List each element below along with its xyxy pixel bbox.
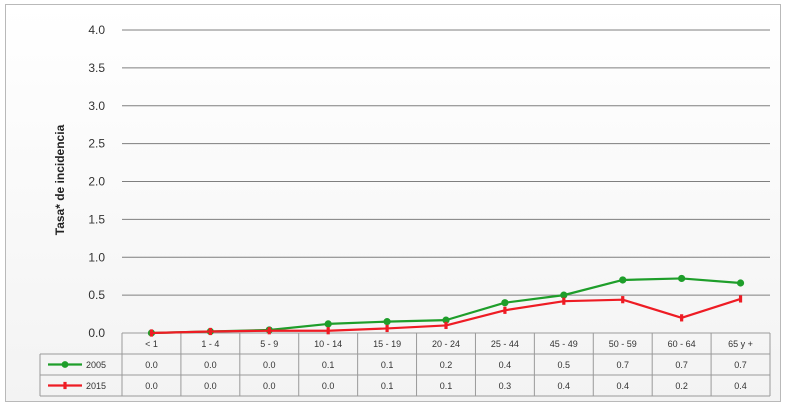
table-cell-2015: 0.0 — [322, 381, 335, 391]
table-cell-2015: 0.3 — [499, 381, 512, 391]
table-cell-2015: 0.4 — [558, 381, 571, 391]
data-point-2015 — [444, 321, 448, 330]
table-cell-2015: 0.1 — [381, 381, 394, 391]
table-cell-2005: 0.0 — [204, 360, 217, 370]
data-point-2005 — [383, 318, 391, 326]
chart-frame — [5, 4, 781, 402]
x-tick-label: 65 y + — [728, 339, 753, 349]
y-tick-label: 0.5 — [88, 288, 105, 302]
legend-marker-2005 — [61, 361, 69, 368]
table-cell-2005: 0.7 — [616, 360, 629, 370]
x-tick-label: 45 - 49 — [550, 339, 578, 349]
data-point-2005 — [324, 320, 332, 328]
y-tick-label: 4.0 — [88, 23, 105, 37]
y-tick-label: 1.5 — [88, 212, 105, 226]
x-tick-label: 60 - 64 — [668, 339, 696, 349]
data-point-2005 — [619, 276, 627, 284]
x-tick-label: 10 - 14 — [314, 339, 342, 349]
table-cell-2005: 0.5 — [558, 360, 571, 370]
table-cell-2015: 0.0 — [263, 381, 276, 391]
table-cell-2015: 0.0 — [204, 381, 217, 391]
table-cell-2005: 0.4 — [499, 360, 512, 370]
x-tick-label: < 1 — [145, 339, 158, 349]
x-tick-label: 5 - 9 — [260, 339, 278, 349]
table-cell-2005: 0.7 — [734, 360, 747, 370]
x-tick-label: 15 - 19 — [373, 339, 401, 349]
x-tick-label: 50 - 59 — [609, 339, 637, 349]
table-cell-2005: 0.7 — [675, 360, 688, 370]
x-tick-label: 20 - 24 — [432, 339, 460, 349]
data-point-2005 — [736, 279, 745, 287]
table-cell-2015: 0.0 — [145, 381, 158, 391]
y-tick-label: 1.0 — [88, 250, 105, 264]
data-point-2015 — [562, 297, 566, 305]
table-cell-2005: 0.1 — [381, 360, 394, 370]
table-cell-2005: 0.0 — [263, 360, 276, 370]
legend-label-2005: 2005 — [86, 360, 106, 370]
legend-label-2015: 2015 — [86, 381, 106, 391]
y-tick-label: 0.0 — [88, 326, 105, 340]
data-point-2005 — [678, 274, 686, 283]
x-tick-label: 1 - 4 — [201, 339, 219, 349]
table-cell-2015: 0.1 — [440, 381, 453, 391]
data-point-2015 — [385, 324, 389, 333]
data-point-2015 — [680, 314, 684, 322]
y-tick-label: 3.5 — [88, 61, 105, 75]
table-cell-2005: 0.2 — [440, 360, 453, 370]
data-point-2015 — [149, 329, 154, 337]
y-tick-label: 2.0 — [88, 175, 105, 189]
data-point-2015 — [503, 306, 507, 314]
data-point-2015 — [208, 327, 212, 336]
y-tick-label: 3.0 — [88, 99, 105, 113]
table-cell-2015: 0.2 — [675, 381, 688, 391]
table-cell-2015: 0.4 — [734, 381, 747, 391]
y-axis-label: Tasa* de incidencia — [53, 124, 67, 235]
data-point-2005 — [442, 316, 450, 324]
table-cell-2005: 0.1 — [322, 360, 335, 370]
data-point-2005 — [501, 299, 509, 307]
table-cell-2005: 0.0 — [145, 360, 158, 370]
data-point-2015 — [621, 296, 625, 304]
data-point-2015 — [738, 295, 743, 303]
data-point-2005 — [560, 291, 568, 299]
data-point-2015 — [326, 327, 330, 335]
data-point-2015 — [267, 327, 271, 335]
y-tick-label: 2.5 — [88, 137, 105, 151]
x-tick-label: 25 - 44 — [491, 339, 519, 349]
table-cell-2015: 0.4 — [616, 381, 629, 391]
legend-marker-2015 — [63, 381, 67, 390]
